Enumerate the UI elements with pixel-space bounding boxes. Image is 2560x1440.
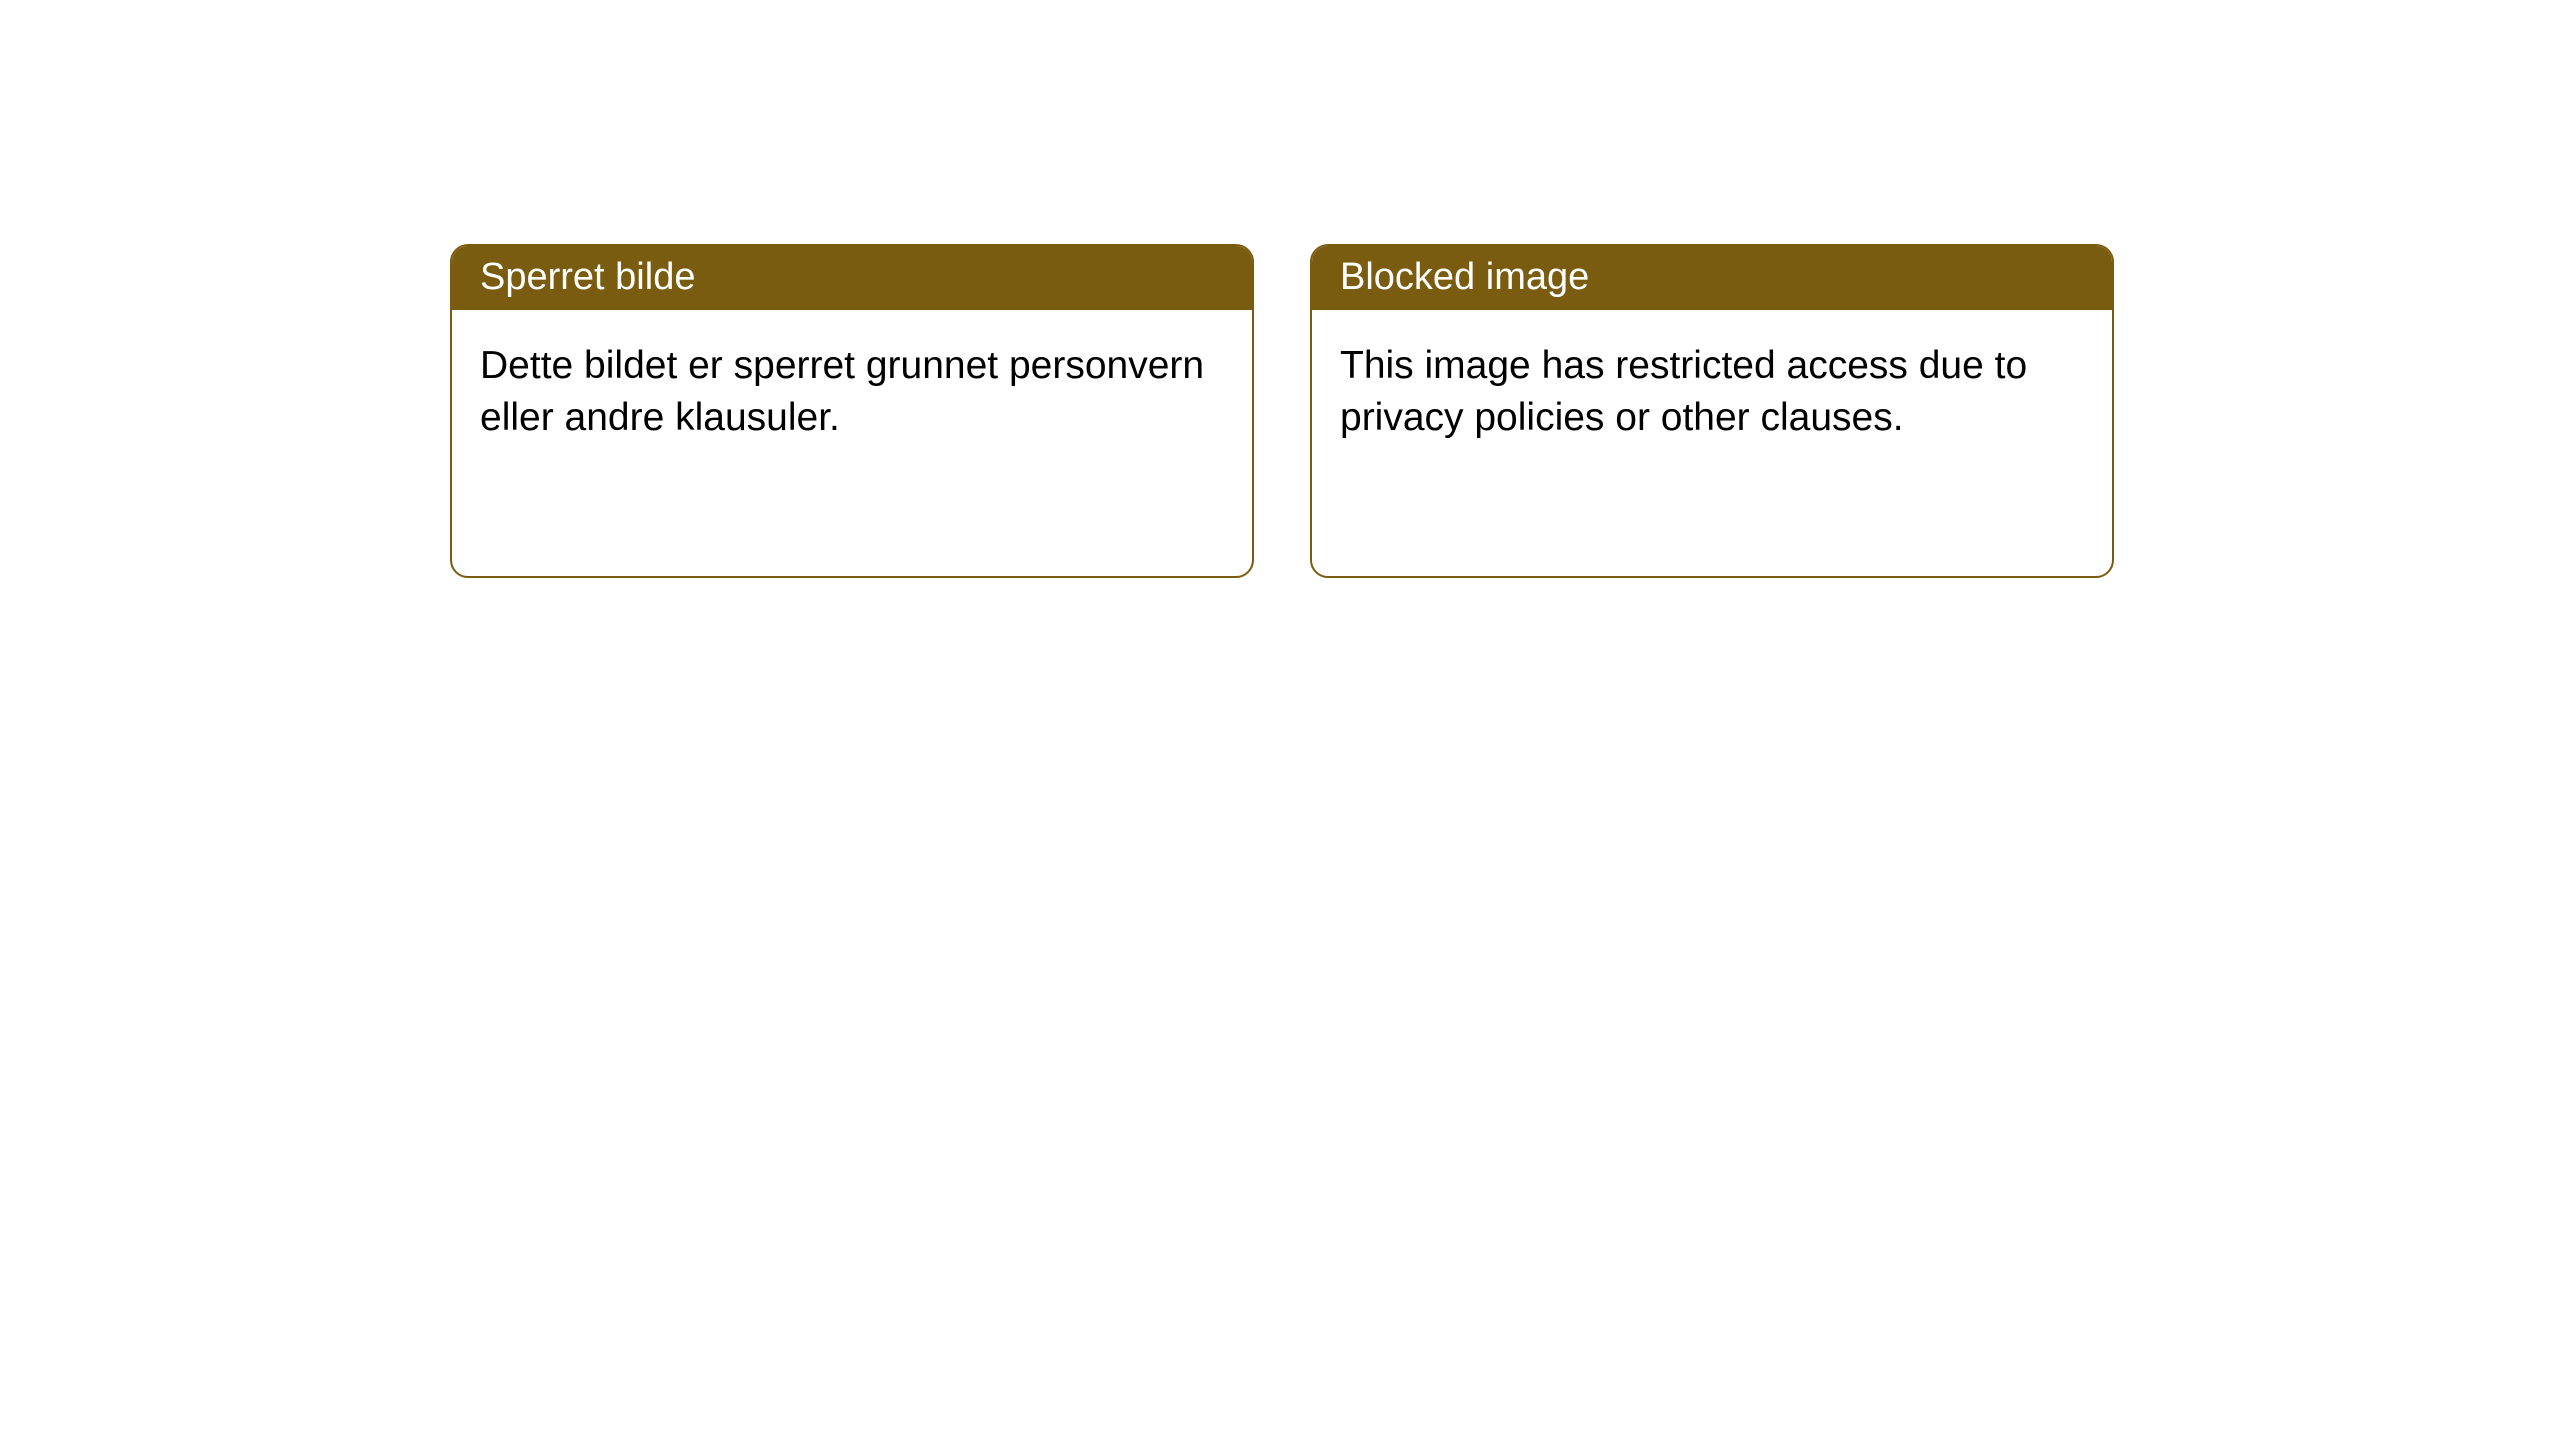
notice-title: Blocked image [1312, 246, 2112, 310]
notice-body: Dette bildet er sperret grunnet personve… [452, 310, 1252, 475]
notice-card-norwegian: Sperret bilde Dette bildet er sperret gr… [450, 244, 1254, 578]
notice-title: Sperret bilde [452, 246, 1252, 310]
notice-body: This image has restricted access due to … [1312, 310, 2112, 475]
notice-container: Sperret bilde Dette bildet er sperret gr… [0, 0, 2560, 578]
notice-card-english: Blocked image This image has restricted … [1310, 244, 2114, 578]
